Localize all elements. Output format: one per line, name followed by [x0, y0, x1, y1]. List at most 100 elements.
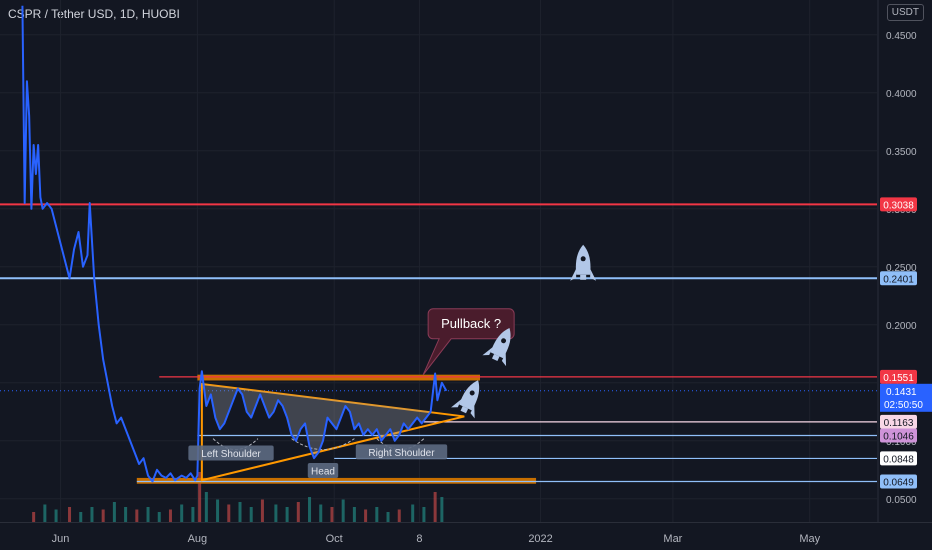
price-axis[interactable]: 0.45000.40000.35000.30000.25000.20000.15…: [877, 0, 932, 522]
pattern-label: Head: [311, 466, 335, 477]
rocket-icon: [451, 380, 480, 419]
bar-countdown: 02:50:50: [884, 400, 923, 411]
price-line: [21, 5, 448, 483]
x-tick-label: Mar: [663, 533, 682, 545]
volume-bar: [422, 507, 426, 522]
x-tick-label: May: [799, 533, 820, 545]
volume-bar: [308, 497, 312, 522]
rocket-icon: [570, 244, 597, 281]
y-tick-label: 0.4000: [886, 89, 917, 100]
level-badge-label: 0.3038: [883, 200, 914, 211]
volume-bar: [204, 492, 208, 522]
rocket-fin: [570, 268, 577, 281]
pattern-label: Left Shoulder: [201, 449, 261, 460]
rocket-body: [490, 328, 511, 359]
rocket-window: [469, 390, 475, 396]
triangle-pattern: [200, 382, 465, 482]
volume-bar: [112, 502, 116, 522]
rocket-fin: [470, 404, 475, 419]
volume-bar: [227, 504, 231, 522]
volume-bars: [32, 472, 444, 522]
volume-bar: [146, 507, 150, 522]
time-axis[interactable]: Jun Aug Oct 8 2022 Mar May: [0, 522, 932, 546]
rocket-nozzle: [580, 274, 587, 280]
level-badge: [880, 474, 917, 489]
volume-bar: [296, 502, 300, 522]
level-badge: [880, 451, 917, 466]
currency-unit-badge[interactable]: USDT: [886, 4, 924, 21]
rocket-window: [580, 256, 586, 262]
x-tick-label: Oct: [326, 533, 343, 545]
chart-title: CSPR / Tether USD, 1D, HUOBI: [8, 7, 180, 21]
volume-bar: [101, 509, 105, 522]
volume-bar: [180, 504, 184, 522]
volume-bar: [330, 507, 334, 522]
pattern-label-box: [188, 445, 274, 461]
price-zone: [197, 374, 480, 381]
volume-bar: [433, 492, 437, 522]
pattern-label: Right Shoulder: [368, 448, 435, 459]
level-badge-label: 0.1163: [884, 418, 914, 429]
x-tick-label: Jun: [52, 533, 70, 545]
rocket-fin: [590, 268, 597, 281]
y-tick-label: 0.4500: [886, 31, 917, 42]
shoulder-arc: [291, 438, 355, 450]
pullback-callout: [422, 308, 515, 376]
level-badge: [880, 428, 917, 443]
volume-bar: [440, 497, 444, 522]
volume-bar: [352, 507, 356, 522]
volume-bar: [43, 504, 47, 522]
last-price-badge: [880, 383, 932, 412]
x-tick-label: Aug: [188, 533, 208, 545]
volume-bar: [54, 509, 58, 522]
y-tick-label: 0.2500: [886, 263, 917, 274]
level-badge: [880, 271, 917, 286]
volume-bar: [124, 507, 128, 522]
y-tick-label: 0.0500: [886, 495, 917, 506]
level-badge-label: 0.1046: [883, 431, 914, 442]
pattern-label-box: [355, 444, 448, 460]
level-badge: [880, 197, 917, 212]
price-series: [21, 5, 448, 483]
volume-bar: [319, 504, 323, 522]
volume-bar: [216, 499, 220, 522]
pullback-text: Pullback ?: [441, 316, 501, 331]
y-tick-label: 0.3500: [886, 147, 917, 158]
level-badge-label: 0.0649: [883, 478, 914, 489]
level-badge-label: 0.1551: [883, 373, 914, 384]
volume-bar: [90, 507, 94, 522]
volume-bar: [68, 507, 72, 522]
volume-bar: [364, 509, 368, 522]
volume-bar: [274, 504, 278, 522]
volume-bar: [135, 509, 139, 522]
annotations: Left Shoulder Head Right Shoulder Pullback …: [188, 244, 597, 478]
volume-bar: [397, 509, 401, 522]
y-tick-label: 0.2000: [886, 321, 917, 332]
price-zones: [136, 374, 537, 484]
level-badge: [880, 369, 917, 384]
pattern-label-box: [307, 462, 339, 478]
volume-bar: [285, 507, 289, 522]
volume-bar: [79, 512, 83, 522]
volume-bar: [249, 507, 253, 522]
rocket-window: [501, 338, 507, 344]
volume-bar: [375, 507, 379, 522]
volume-bar: [168, 509, 172, 522]
grid: [0, 0, 877, 522]
level-badge-label: 0.2401: [883, 274, 914, 285]
volume-bar: [191, 507, 195, 522]
volume-bar: [260, 499, 264, 522]
x-tick-label: 8: [416, 533, 422, 545]
price-zone: [136, 477, 537, 484]
volume-bar: [157, 512, 161, 522]
volume-bar: [411, 504, 415, 522]
rocket-fin: [501, 352, 507, 367]
rocket-body: [459, 380, 480, 411]
level-badge-label: 0.0848: [883, 454, 914, 465]
rocket-nozzle: [460, 406, 469, 414]
level-badge: [880, 414, 917, 429]
volume-bar: [341, 499, 345, 522]
last-price-label: 0.1431: [886, 387, 917, 398]
x-tick-label: 2022: [528, 533, 552, 545]
